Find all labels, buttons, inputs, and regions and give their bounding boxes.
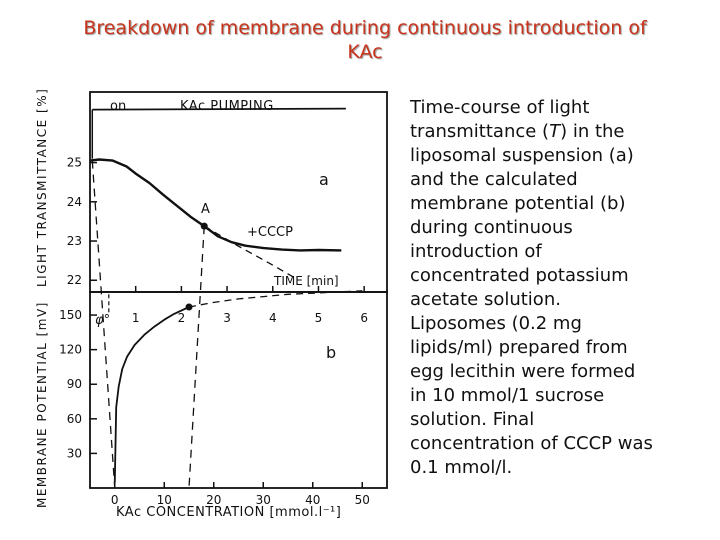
x-tick-label-b: 0: [111, 493, 119, 507]
x-tick-label-a: 4: [269, 311, 277, 325]
desc-line: Time-course of light: [410, 97, 590, 118]
potential-line: [113, 306, 190, 483]
y-tick-label-b: 90: [67, 377, 82, 391]
y-tick-label-a: 24: [67, 195, 82, 209]
title-line-2: KAc: [347, 41, 383, 63]
desc-line: and the calculated: [410, 169, 578, 190]
transmittance-line: [89, 158, 342, 252]
desc-text: ) in the: [560, 121, 625, 142]
x-tick-label-a: 2: [178, 311, 186, 325]
desc-line: introduction of: [410, 241, 542, 262]
x-axis-title-b: KAc CONCENTRATION [mmol.l⁻¹]: [116, 505, 341, 520]
x-axis-title-a: TIME [min]: [273, 274, 339, 288]
desc-line: liposomal suspension (a): [410, 145, 634, 166]
x-tick-label-b: 30: [256, 493, 271, 507]
title-line-1: Breakdown of membrane during continuous …: [83, 17, 647, 39]
desc-line: solution. Final: [410, 409, 535, 430]
chart-lines: [89, 107, 363, 489]
desc-text: transmittance (: [410, 121, 550, 142]
y-tick-label-a: 25: [67, 156, 82, 170]
x-tick-label-b: 50: [355, 493, 370, 507]
slide-title: Breakdown of membrane during continuous …: [20, 16, 710, 64]
desc-line: Liposomes (0.2 mg: [410, 313, 582, 334]
on-label: on: [110, 99, 126, 114]
panel-a-frame: [89, 91, 388, 293]
pumping-bar: [92, 107, 346, 111]
desc-line: in 10 mmol/1 sucrose: [410, 385, 605, 406]
x-tick-label-a: 3: [223, 311, 231, 325]
y-tick-label-b: 30: [67, 446, 82, 460]
panel-a-label: a: [319, 170, 329, 189]
y-tick-label-b: 150: [59, 308, 82, 322]
panel-b-ticks: 30 60 90 120 150 0 10 20 30 40 50: [59, 308, 370, 507]
guide-dashed-line-a: [188, 226, 205, 489]
y-axis-title-b: MEMBRANE POTENTIAL [mV]: [35, 301, 49, 508]
x-tick-label-b: 10: [157, 493, 172, 507]
x-tick-label-a: 6: [360, 311, 368, 325]
potential-marker: [185, 303, 193, 311]
y-tick-label-b: 120: [59, 343, 82, 357]
desc-line: during continuous: [410, 217, 573, 238]
panel-b-frame: [89, 291, 388, 489]
phi-label: φ°: [95, 313, 110, 328]
desc-line: egg lecithin were formed: [410, 361, 636, 382]
extrapolation-dashed-line: [203, 225, 296, 279]
figure-description: Time-course of light transmittance (T) i…: [410, 96, 700, 480]
y-tick-label-a: 22: [67, 273, 82, 287]
y-tick-label-a: 23: [67, 234, 82, 248]
guide-dashed-line-on: [91, 160, 116, 489]
x-tick-label-b: 20: [206, 493, 221, 507]
x-tick-label-a: 5: [315, 311, 323, 325]
y-tick-label-b: 60: [67, 412, 82, 426]
cccp-label: +CCCP: [247, 225, 293, 240]
desc-line: transmittance (T) in the: [410, 120, 700, 144]
desc-line: acetate solution.: [410, 289, 561, 310]
desc-line: 0.1 mmol/l.: [410, 457, 513, 478]
desc-line: concentrated potassium: [410, 265, 629, 286]
point-a-label: A: [201, 202, 210, 217]
desc-symbol-t: T: [549, 121, 561, 142]
desc-line: concentration of CCCP was: [410, 433, 653, 454]
x-tick-label-b: 40: [305, 493, 320, 507]
panel-b-label: b: [326, 343, 336, 362]
pumping-label: KAc PUMPING: [180, 99, 274, 114]
potential-dashed-line: [188, 290, 363, 308]
desc-line: membrane potential (b): [410, 193, 626, 214]
x-tick-label-a: 1: [132, 311, 140, 325]
y-axis-title-a: LIGHT TRANSMITTANCE [%]: [35, 88, 49, 287]
desc-line: lipids/ml) prepared from: [410, 337, 628, 358]
